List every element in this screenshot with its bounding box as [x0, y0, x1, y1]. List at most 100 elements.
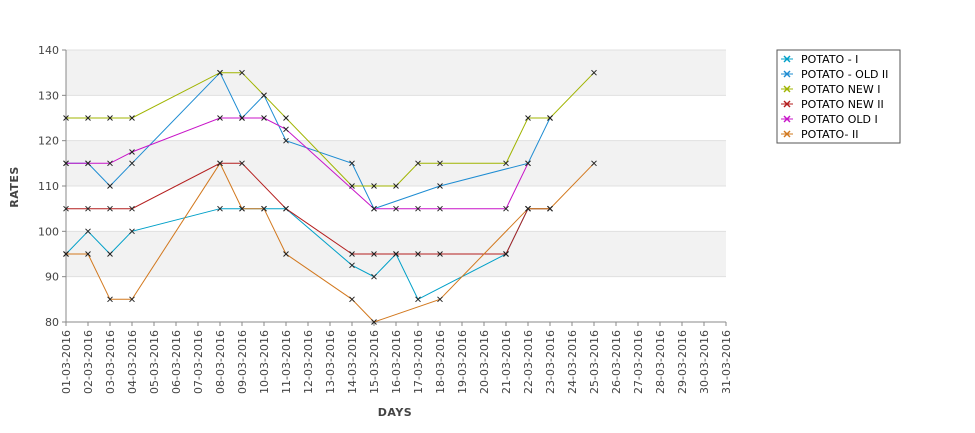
- x-tick-label: 09-03-2016: [236, 330, 249, 394]
- data-point: [349, 296, 355, 303]
- data-point: [239, 160, 245, 167]
- data-point: [415, 296, 421, 303]
- legend-label: POTATO - I: [801, 53, 858, 66]
- point-mark: [525, 205, 531, 212]
- data-point: [525, 205, 531, 212]
- data-point: [129, 296, 135, 303]
- data-point: [437, 296, 443, 303]
- axes: [62, 50, 726, 326]
- x-tick-label: 04-03-2016: [126, 330, 139, 394]
- point-mark: [547, 205, 553, 212]
- series-line: [66, 162, 595, 323]
- y-tick-label: 140: [38, 44, 59, 57]
- legend-label: POTATO OLD I: [801, 113, 878, 126]
- legend-swatch-mark: [783, 55, 791, 63]
- x-tick-label: 24-03-2016: [566, 330, 579, 394]
- data-point: [217, 115, 223, 121]
- data-point: [525, 115, 531, 121]
- data-point: [437, 205, 443, 212]
- data-point: [525, 160, 531, 167]
- point-mark: [107, 251, 113, 257]
- point-mark: [217, 205, 223, 212]
- x-axis-ticks: 01-03-2016 02-03-2016 03-03-2016 04-03-2016…: [60, 322, 733, 394]
- data-point: [393, 251, 399, 257]
- data-point: [107, 160, 113, 167]
- data-point: [85, 251, 91, 257]
- data-point: [129, 205, 135, 212]
- point-mark: [525, 115, 531, 121]
- legend-label: POTATO NEW I: [801, 83, 881, 96]
- point-mark: [261, 205, 267, 212]
- x-tick-label: 25-03-2016: [588, 330, 601, 394]
- legend-item: POTATO OLD I: [781, 113, 878, 126]
- point-mark: [283, 251, 289, 257]
- x-tick-label: 23-03-2016: [544, 330, 557, 394]
- point-mark: [349, 262, 355, 269]
- data-point: [415, 160, 421, 167]
- x-tick-label: 22-03-2016: [522, 330, 535, 394]
- series-markers: [63, 69, 597, 325]
- y-axis-title: RATES: [8, 166, 21, 208]
- data-point: [129, 160, 135, 167]
- data-point: [393, 183, 399, 189]
- grid-band: [66, 50, 726, 96]
- x-axis-title: DAYS: [378, 406, 412, 419]
- x-tick-label: 14-03-2016: [346, 330, 359, 394]
- data-point: [261, 205, 267, 212]
- point-mark: [393, 205, 399, 212]
- x-tick-label: 15-03-2016: [368, 330, 381, 394]
- series-line: [66, 117, 529, 210]
- point-mark: [239, 205, 245, 212]
- grid-band: [66, 140, 726, 186]
- legend-label: POTATO- II: [801, 128, 858, 141]
- x-tick-label: 07-03-2016: [192, 330, 205, 394]
- data-point: [371, 205, 377, 212]
- x-tick-label: 26-03-2016: [610, 330, 623, 394]
- point-mark: [107, 296, 113, 303]
- data-point: [107, 115, 113, 121]
- point-mark: [63, 115, 69, 121]
- data-point: [129, 115, 135, 121]
- point-mark: [503, 160, 509, 167]
- point-mark: [415, 251, 421, 257]
- legend-swatch-mark: [783, 70, 791, 78]
- x-tick-label: 06-03-2016: [170, 330, 183, 394]
- point-mark: [437, 183, 443, 189]
- point-mark: [129, 228, 135, 235]
- point-mark: [283, 205, 289, 212]
- point-mark: [63, 251, 69, 257]
- x-tick-label: 08-03-2016: [214, 330, 227, 394]
- x-tick-label: 30-03-2016: [698, 330, 711, 394]
- data-point: [63, 115, 69, 121]
- legend-item: POTATO- II: [781, 128, 858, 141]
- point-mark: [437, 205, 443, 212]
- legend: POTATO - I POTATO - OLD II POTATO NEW I POT…: [776, 49, 901, 144]
- data-point: [349, 251, 355, 257]
- data-point: [349, 183, 355, 189]
- point-mark: [85, 228, 91, 235]
- x-tick-label: 31-03-2016: [720, 330, 733, 394]
- point-mark: [349, 251, 355, 257]
- x-tick-label: 18-03-2016: [434, 330, 447, 394]
- data-point: [107, 205, 113, 212]
- legend-swatch-mark: [783, 100, 791, 108]
- point-mark: [371, 205, 377, 212]
- data-point: [547, 205, 553, 212]
- data-point: [261, 92, 267, 99]
- y-tick-label: 130: [38, 89, 59, 102]
- data-point: [239, 205, 245, 212]
- x-tick-label: 16-03-2016: [390, 330, 403, 394]
- point-mark: [349, 160, 355, 167]
- data-point: [85, 228, 91, 235]
- point-mark: [129, 205, 135, 212]
- legend-label: POTATO NEW II: [801, 98, 884, 111]
- point-mark: [503, 205, 509, 212]
- point-mark: [591, 69, 597, 76]
- legend-swatch-mark: [783, 115, 791, 123]
- data-point: [107, 251, 113, 257]
- data-point: [85, 160, 91, 167]
- data-point: [217, 160, 223, 167]
- data-point: [371, 273, 377, 280]
